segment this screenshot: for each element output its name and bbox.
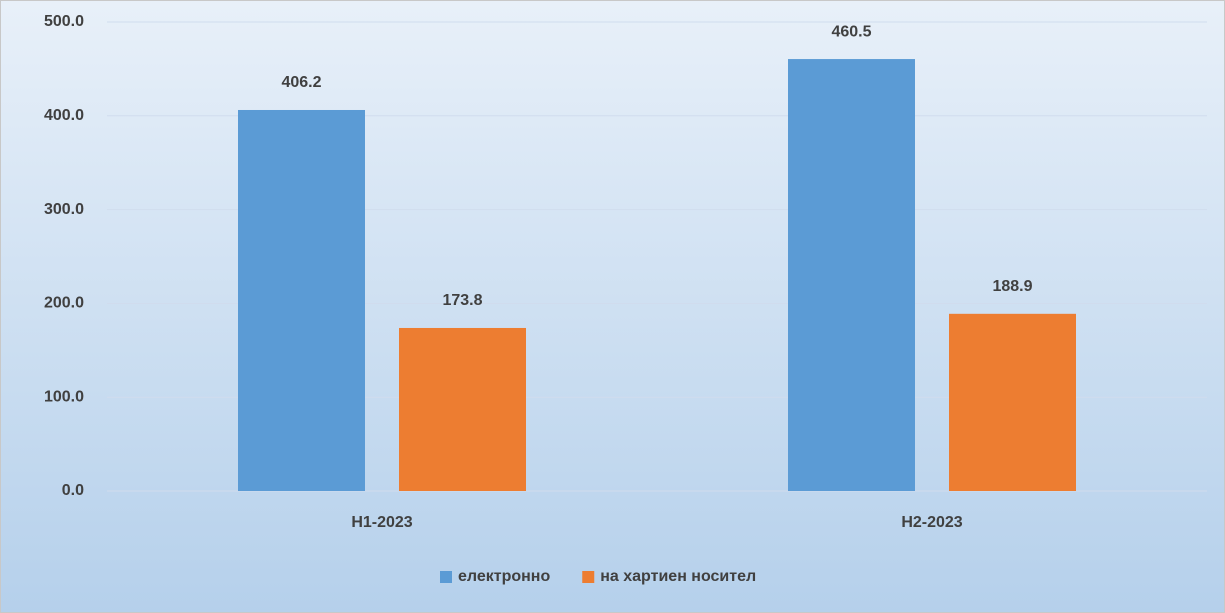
- y-tick-label: 300.0: [44, 201, 84, 218]
- data-label: 460.5: [831, 23, 871, 40]
- legend-label: електронно: [458, 568, 550, 585]
- legend-swatch: [440, 571, 452, 583]
- y-tick-label: 500.0: [44, 13, 84, 30]
- bar: [238, 109, 365, 491]
- legend-label: на хартиен носител: [600, 568, 756, 585]
- bar: [949, 313, 1076, 491]
- data-label: 188.9: [992, 278, 1032, 295]
- bar: [399, 327, 526, 491]
- y-tick-label: 200.0: [44, 295, 84, 312]
- x-tick-label: H1-2023: [351, 514, 412, 531]
- y-tick-label: 0.0: [62, 482, 84, 499]
- y-tick-label: 100.0: [44, 388, 84, 405]
- data-label: 406.2: [281, 74, 321, 91]
- legend-swatch: [582, 571, 595, 583]
- x-tick-label: H2-2023: [901, 514, 962, 531]
- data-label: 173.8: [442, 292, 482, 309]
- bar: [788, 59, 915, 492]
- y-tick-label: 400.0: [44, 107, 84, 124]
